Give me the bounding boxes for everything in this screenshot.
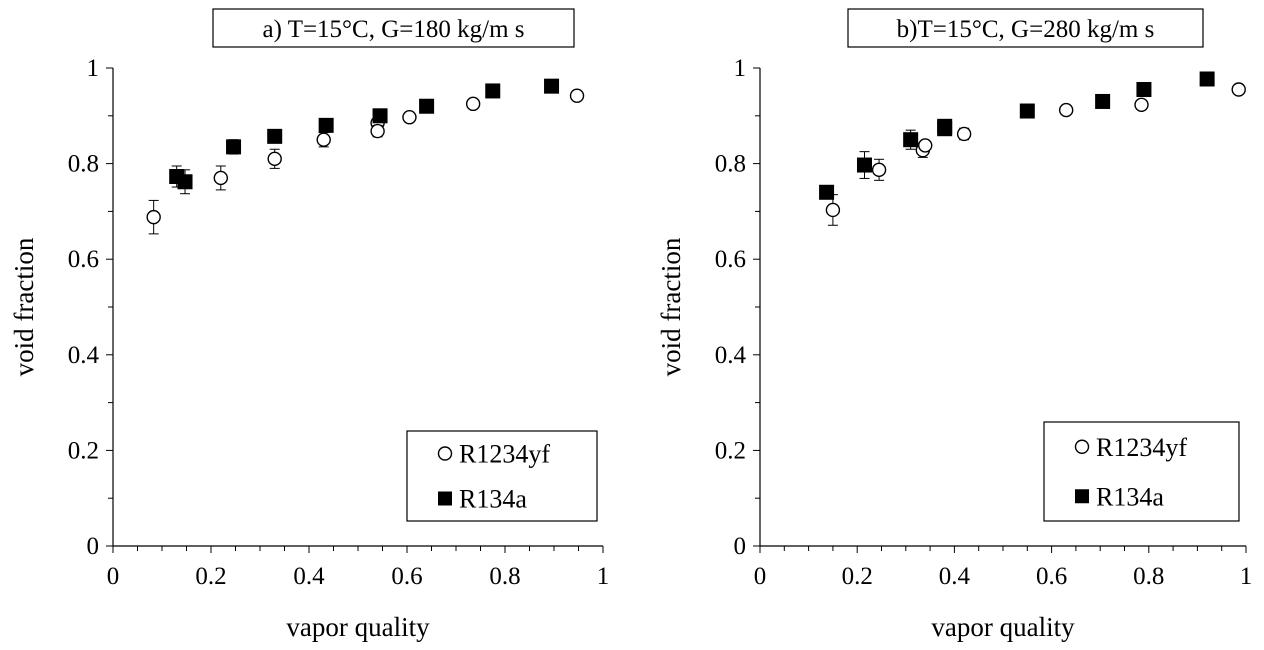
- chart-a-svg: a) T=15°C, G=180 kg/m s 0 0.2 0.4 0.6 0.8 1 0 0.…: [9, 8, 610, 642]
- data-point-r134a: [937, 121, 953, 137]
- title-box: [212, 8, 575, 48]
- y-tick-label: 0.6: [68, 246, 99, 273]
- chart-panel-a: a) T=15°C, G=180 kg/m s 0 0.2 0.4 0.6 0.8 1 0 0.…: [9, 8, 610, 642]
- y-tick-label: 0.6: [715, 246, 746, 273]
- x-tick-label: 0.6: [391, 563, 422, 590]
- data-point-r1234yf: [956, 126, 972, 142]
- data-point-r1234yf: [1231, 82, 1246, 97]
- x-tick-label: 0: [754, 563, 767, 590]
- y-tick-label: 0: [734, 533, 747, 560]
- y-tick-label: 0.2: [715, 437, 746, 464]
- y-axis-label: void fraction: [9, 237, 39, 376]
- data-point-r134a: [856, 157, 872, 173]
- y-tick-label: 1: [734, 55, 747, 82]
- data-point-r134a: [318, 117, 334, 133]
- x-axis-label: vapor quality: [931, 612, 1075, 642]
- y-tick-label: 1: [87, 55, 100, 82]
- legend-box: [406, 430, 598, 522]
- x-tick-label: 0: [107, 563, 120, 590]
- data-point-r1234yf: [370, 123, 385, 139]
- y-tick-label: 0.4: [68, 342, 100, 369]
- data-point-r1234yf: [267, 151, 282, 167]
- legend-marker-r1234yf: [1074, 439, 1090, 454]
- legend-label-r134a: R134a: [459, 485, 527, 514]
- chart-title: b)T=15°C, G=280 kg/m s: [897, 16, 1155, 43]
- title-box: [847, 8, 1204, 48]
- data-point-r1234yf: [465, 96, 481, 112]
- x-tick-label: 0.4: [293, 563, 325, 590]
- data-point-r134a: [419, 98, 435, 114]
- data-point-r134a: [267, 128, 283, 144]
- chart-title: a) T=15°C, G=180 kg/m s: [262, 16, 524, 43]
- y-axis-label: void fraction: [656, 237, 686, 376]
- legend-marker-r1234yf: [437, 446, 453, 461]
- data-point-r1234yf: [146, 209, 161, 225]
- x-tick-label: 0.4: [939, 563, 971, 590]
- data-point-r1234yf: [213, 170, 229, 186]
- data-point-r134a: [485, 83, 501, 99]
- x-tick-label: 1: [597, 563, 610, 590]
- y-tick-label: 0.2: [68, 437, 99, 464]
- data-point-r134a: [544, 78, 560, 94]
- x-tick-label: 1: [1240, 563, 1253, 590]
- data-point-r134a: [903, 132, 919, 148]
- x-tick-label: 0.2: [195, 563, 226, 590]
- data-point-r1234yf: [402, 110, 417, 125]
- data-point-r134a: [1019, 103, 1035, 119]
- data-point-r134a: [372, 108, 388, 124]
- legend-box: [1043, 421, 1240, 522]
- data-point-r1234yf: [871, 162, 887, 178]
- chart-panel-b: b)T=15°C, G=280 kg/m s 0 0.2 0.4 0.6 0.8 1 0 0.2…: [632, 0, 1264, 650]
- data-point-r1234yf: [1058, 102, 1074, 118]
- data-point-r134a: [226, 139, 242, 155]
- chart-b-svg: b)T=15°C, G=280 kg/m s 0 0.2 0.4 0.6 0.8 1 0 0.2…: [656, 8, 1253, 642]
- y-tick-label: 0.8: [715, 151, 746, 178]
- y-tick-label: 0.4: [715, 342, 747, 369]
- data-point-r134a: [1095, 93, 1111, 109]
- legend-label-r1234yf: R1234yf: [459, 440, 550, 469]
- data-point-r134a: [177, 174, 193, 190]
- data-point-r1234yf: [1134, 97, 1149, 113]
- legend-label-r1234yf: R1234yf: [1096, 433, 1187, 462]
- x-tick-label: 0.8: [489, 563, 520, 590]
- legend-marker-r134a: [1075, 489, 1089, 504]
- y-tick-label: 0.8: [68, 151, 99, 178]
- data-point-r134a: [819, 184, 835, 200]
- x-tick-label: 0.6: [1036, 563, 1067, 590]
- data-point-r134a: [1136, 82, 1152, 98]
- legend-label-r134a: R134a: [1096, 482, 1164, 511]
- data-point-r1234yf: [825, 202, 841, 218]
- data-point-r134a: [1199, 71, 1215, 87]
- y-tick-label: 0: [87, 533, 100, 560]
- legend-marker-r134a: [438, 491, 452, 506]
- x-axis-label: vapor quality: [286, 612, 430, 642]
- data-point-r1234yf: [918, 138, 933, 153]
- data-point-r1234yf: [569, 88, 585, 103]
- data-point-r1234yf: [316, 132, 331, 147]
- x-tick-label: 0.8: [1133, 563, 1164, 590]
- x-tick-label: 0.2: [842, 563, 873, 590]
